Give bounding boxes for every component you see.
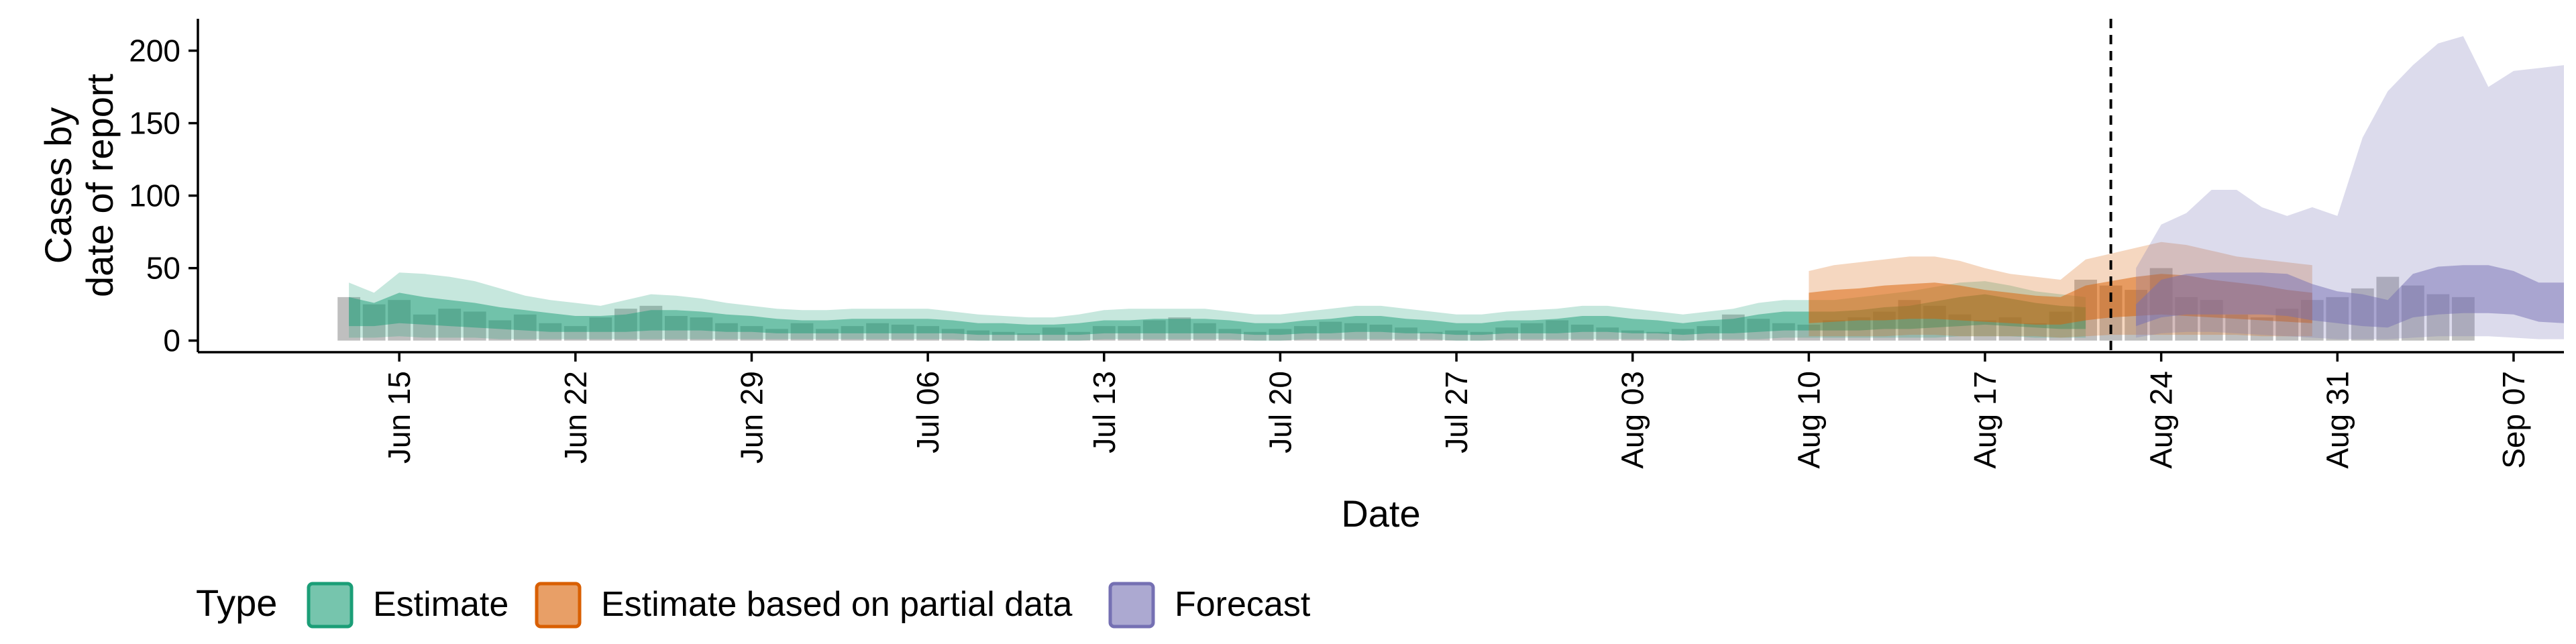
forecast-inner-band [2136,265,2564,328]
estimate-bands [349,36,2564,341]
y-tick-label: 150 [129,106,180,141]
x-tick-label: Jun 15 [382,371,417,464]
legend: Type Estimate Estimate based on partial da… [196,582,1311,629]
x-tick-label: Aug 31 [2320,371,2355,469]
y-tick-label: 0 [163,323,180,358]
x-tick-label: Jul 06 [910,371,945,453]
x-tick-label: Jul 27 [1439,371,1474,453]
x-tick-label: Jun 22 [558,371,593,464]
legend-swatch-estimate-based-on-partial-data [535,582,582,629]
x-tick-label: Aug 03 [1615,371,1650,469]
observed-bar [1646,331,1670,341]
estimate-inner-band [349,292,2086,335]
x-tick-label: Aug 17 [1968,371,2002,469]
observed-bar [1017,333,1040,341]
y-tick-label: 50 [146,251,180,286]
y-tick-label: 100 [129,178,180,213]
x-tick-label: Jun 29 [734,371,769,464]
y-axis-title: Cases bydate of report [37,74,121,298]
y-tick-label: 200 [129,34,180,68]
observed-bar [1419,331,1443,341]
x-tick-label: Aug 10 [1791,371,1826,469]
legend-swatch-forecast [1108,582,1155,629]
x-tick-label: Jul 20 [1263,371,1297,453]
legend-swatch-estimate [307,582,354,629]
axes: 0 50 100 150 200 Jun 15 Jun 22 Jun 29 Jul 06 Jul … [37,19,2564,535]
x-tick-label: Jul 13 [1087,371,1122,453]
legend-label-estimate: Estimate [373,585,508,624]
forecast-outer-band [2136,36,2564,339]
legend-title: Type [196,582,277,624]
legend-label-forecast: Forecast [1175,585,1311,624]
x-tick-label: Aug 24 [2144,371,2179,469]
x-tick-label: Sep 07 [2496,371,2531,469]
observed-bar [2250,317,2273,341]
x-axis-title: Date [1341,492,1420,535]
legend-label-estimate-based-on-partial-data: Estimate based on partial data [601,585,1073,624]
